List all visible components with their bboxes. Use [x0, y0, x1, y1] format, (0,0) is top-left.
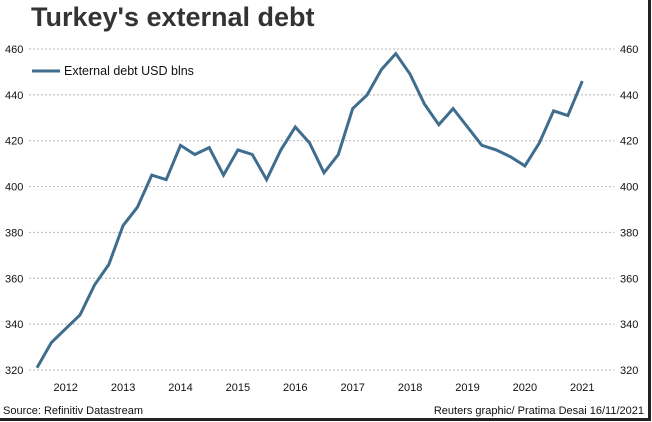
x-tick-label: 2015 [226, 382, 250, 394]
y-tick-right: 320 [620, 365, 638, 377]
x-tick-label: 2013 [111, 382, 135, 394]
series-line-external-debt [35, 51, 584, 369]
y-tick-right: 340 [620, 319, 638, 331]
y-tick-left: 320 [5, 365, 23, 377]
x-tick-label: 2016 [283, 382, 307, 394]
x-tick-label: 2012 [53, 382, 77, 394]
y-tick-right: 360 [620, 273, 638, 285]
y-tick-left: 400 [5, 182, 23, 194]
chart-title: Turkey's external debt [31, 2, 315, 32]
x-tick-label: 2014 [168, 382, 192, 394]
x-tick-label: 2017 [340, 382, 364, 394]
x-tick-label: 2018 [398, 382, 422, 394]
y-tick-right: 440 [620, 90, 638, 102]
y-tick-right: 400 [620, 182, 638, 194]
source-note: Source: Refinitiv Datastream [3, 405, 143, 417]
legend-label: External debt USD blns [64, 64, 194, 78]
y-tick-right: 420 [620, 136, 638, 148]
y-tick-right: 380 [620, 227, 638, 239]
y-tick-left: 440 [5, 90, 23, 102]
legend: External debt USD blns [32, 64, 194, 78]
y-tick-left: 380 [5, 227, 23, 239]
y-tick-left: 460 [5, 44, 23, 56]
y-tick-right: 460 [620, 44, 638, 56]
x-tick-label: 2020 [513, 382, 537, 394]
x-tick-label: 2019 [455, 382, 479, 394]
y-tick-left: 420 [5, 136, 23, 148]
y-tick-left: 340 [5, 319, 23, 331]
credit-note: Reuters graphic/ Pratima Desai 16/11/202… [433, 405, 644, 417]
x-tick-label: 2021 [570, 382, 594, 394]
y-tick-left: 360 [5, 273, 23, 285]
